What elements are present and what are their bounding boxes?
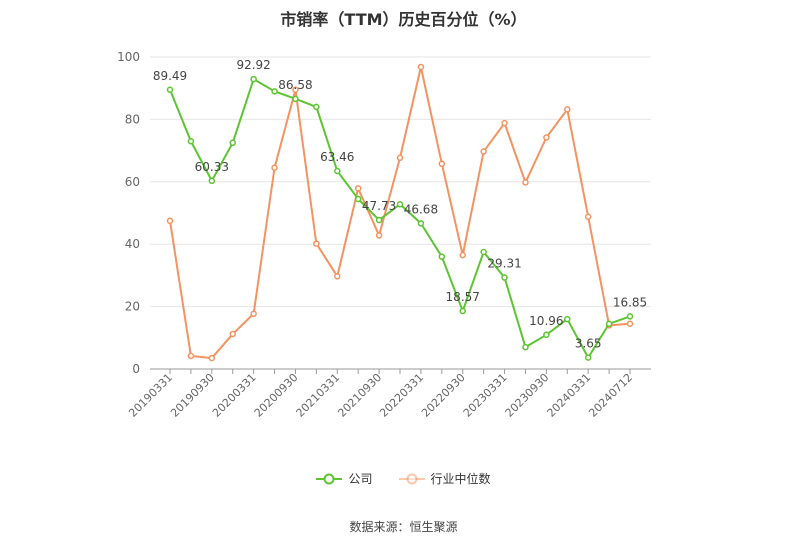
data-point-company [501,274,508,281]
source-note: 数据来源：恒生聚源 [349,520,458,534]
data-label: 3.65 [575,337,602,351]
data-point-industry-median [417,63,425,71]
y-tick-label: 60 [125,175,140,189]
data-point-company [605,320,613,328]
data-point-company [229,139,236,147]
data-point-company [543,331,550,339]
data-point-industry-median [396,154,404,162]
x-tick-label: 20230331 [461,371,510,420]
data-point-company [417,220,425,227]
x-tick-label: 20240331 [545,371,594,420]
data-point-company [375,216,383,224]
data-point-company [292,95,299,103]
axes: 0 20 40 60 80 100 2019033120190930202003312020… [117,50,651,420]
y-tick-label: 20 [125,300,140,314]
data-point-industry-median [229,330,236,338]
data-point-industry-median [187,352,195,360]
x-tick-label: 20230930 [503,371,552,420]
data-point-industry-median [626,320,634,328]
data-labels: 89.49 60.33 92.92 86.58 63.46 47.73 46.68 18.57… [153,58,647,351]
data-point-company [626,313,634,320]
legend-label-industry-median: 行业中位数 [430,472,491,486]
data-point-industry-median [522,179,529,186]
data-point-industry-median [354,185,362,192]
data-point-company [480,248,487,256]
legend-item-company[interactable]: 公司 [316,470,373,487]
x-tick-label: 20210331 [294,371,343,420]
data-point-company [187,137,195,145]
data-label: 47.73 [362,199,396,213]
data-point-company [396,201,404,208]
data-point-industry-median [480,148,487,155]
legend-label-company: 公司 [348,472,373,486]
data-point-industry-median [501,119,508,127]
data-label: 29.31 [487,257,521,271]
data-point-company [354,195,362,203]
x-tick-label: 20200930 [252,371,301,420]
data-point-company [584,354,592,361]
data-point-company [166,86,174,94]
x-tick-label: 20190331 [126,371,175,420]
data-point-industry-median [313,240,320,247]
data-point-company [334,167,341,175]
x-tick-label: 20190930 [168,371,217,420]
y-tick-label: 40 [125,237,140,251]
y-tick-label: 100 [117,50,140,64]
data-label: 16.85 [613,295,647,309]
legend-company-marker-icon [316,473,343,484]
data-point-industry-median [208,354,216,362]
x-tick-label: 20220331 [377,371,426,420]
data-point-company [313,103,320,111]
grid-lines [150,56,651,308]
data-point-company [250,75,257,83]
data-label: 18.57 [446,290,480,304]
data-point-industry-median [438,160,446,167]
y-tick-label: 80 [125,112,140,126]
data-point-industry-median [334,273,341,280]
x-tick-label: 20220930 [419,371,468,420]
data-label: 92.92 [236,58,270,72]
chart-title: 市销率（TTM）历史百分位（%） [280,10,527,29]
data-point-company [438,253,446,260]
data-point-industry-median [375,232,383,239]
data-point-industry-median [292,86,299,94]
data-label: 86.58 [278,78,312,92]
data-point-industry-median [250,310,257,318]
data-point-industry-median [459,251,466,259]
data-label: 46.68 [404,202,438,216]
data-point-company [208,177,216,185]
data-label: 89.49 [153,69,187,83]
y-tick-label: 0 [132,362,140,376]
x-tick-label: 20240712 [586,371,635,420]
data-point-industry-median [564,106,571,113]
data-point-company [459,307,466,315]
series-lines [166,63,634,362]
data-point-company [522,343,529,351]
data-point-industry-median [543,134,550,141]
data-point-company [271,88,278,95]
legend: 公司 行业中位数 [0,470,807,487]
data-label: 60.33 [195,160,229,174]
data-point-industry-median [271,164,278,172]
data-point-industry-median [584,213,592,220]
data-label: 10.96 [529,314,563,328]
legend-industry-marker-icon [398,473,425,484]
x-tick-label: 20210930 [335,371,384,420]
data-point-industry-median [166,217,174,225]
x-tick-label: 20200331 [210,371,259,420]
data-label: 63.46 [320,150,354,164]
legend-item-industry-median[interactable]: 行业中位数 [398,470,491,487]
data-point-company [564,315,571,323]
